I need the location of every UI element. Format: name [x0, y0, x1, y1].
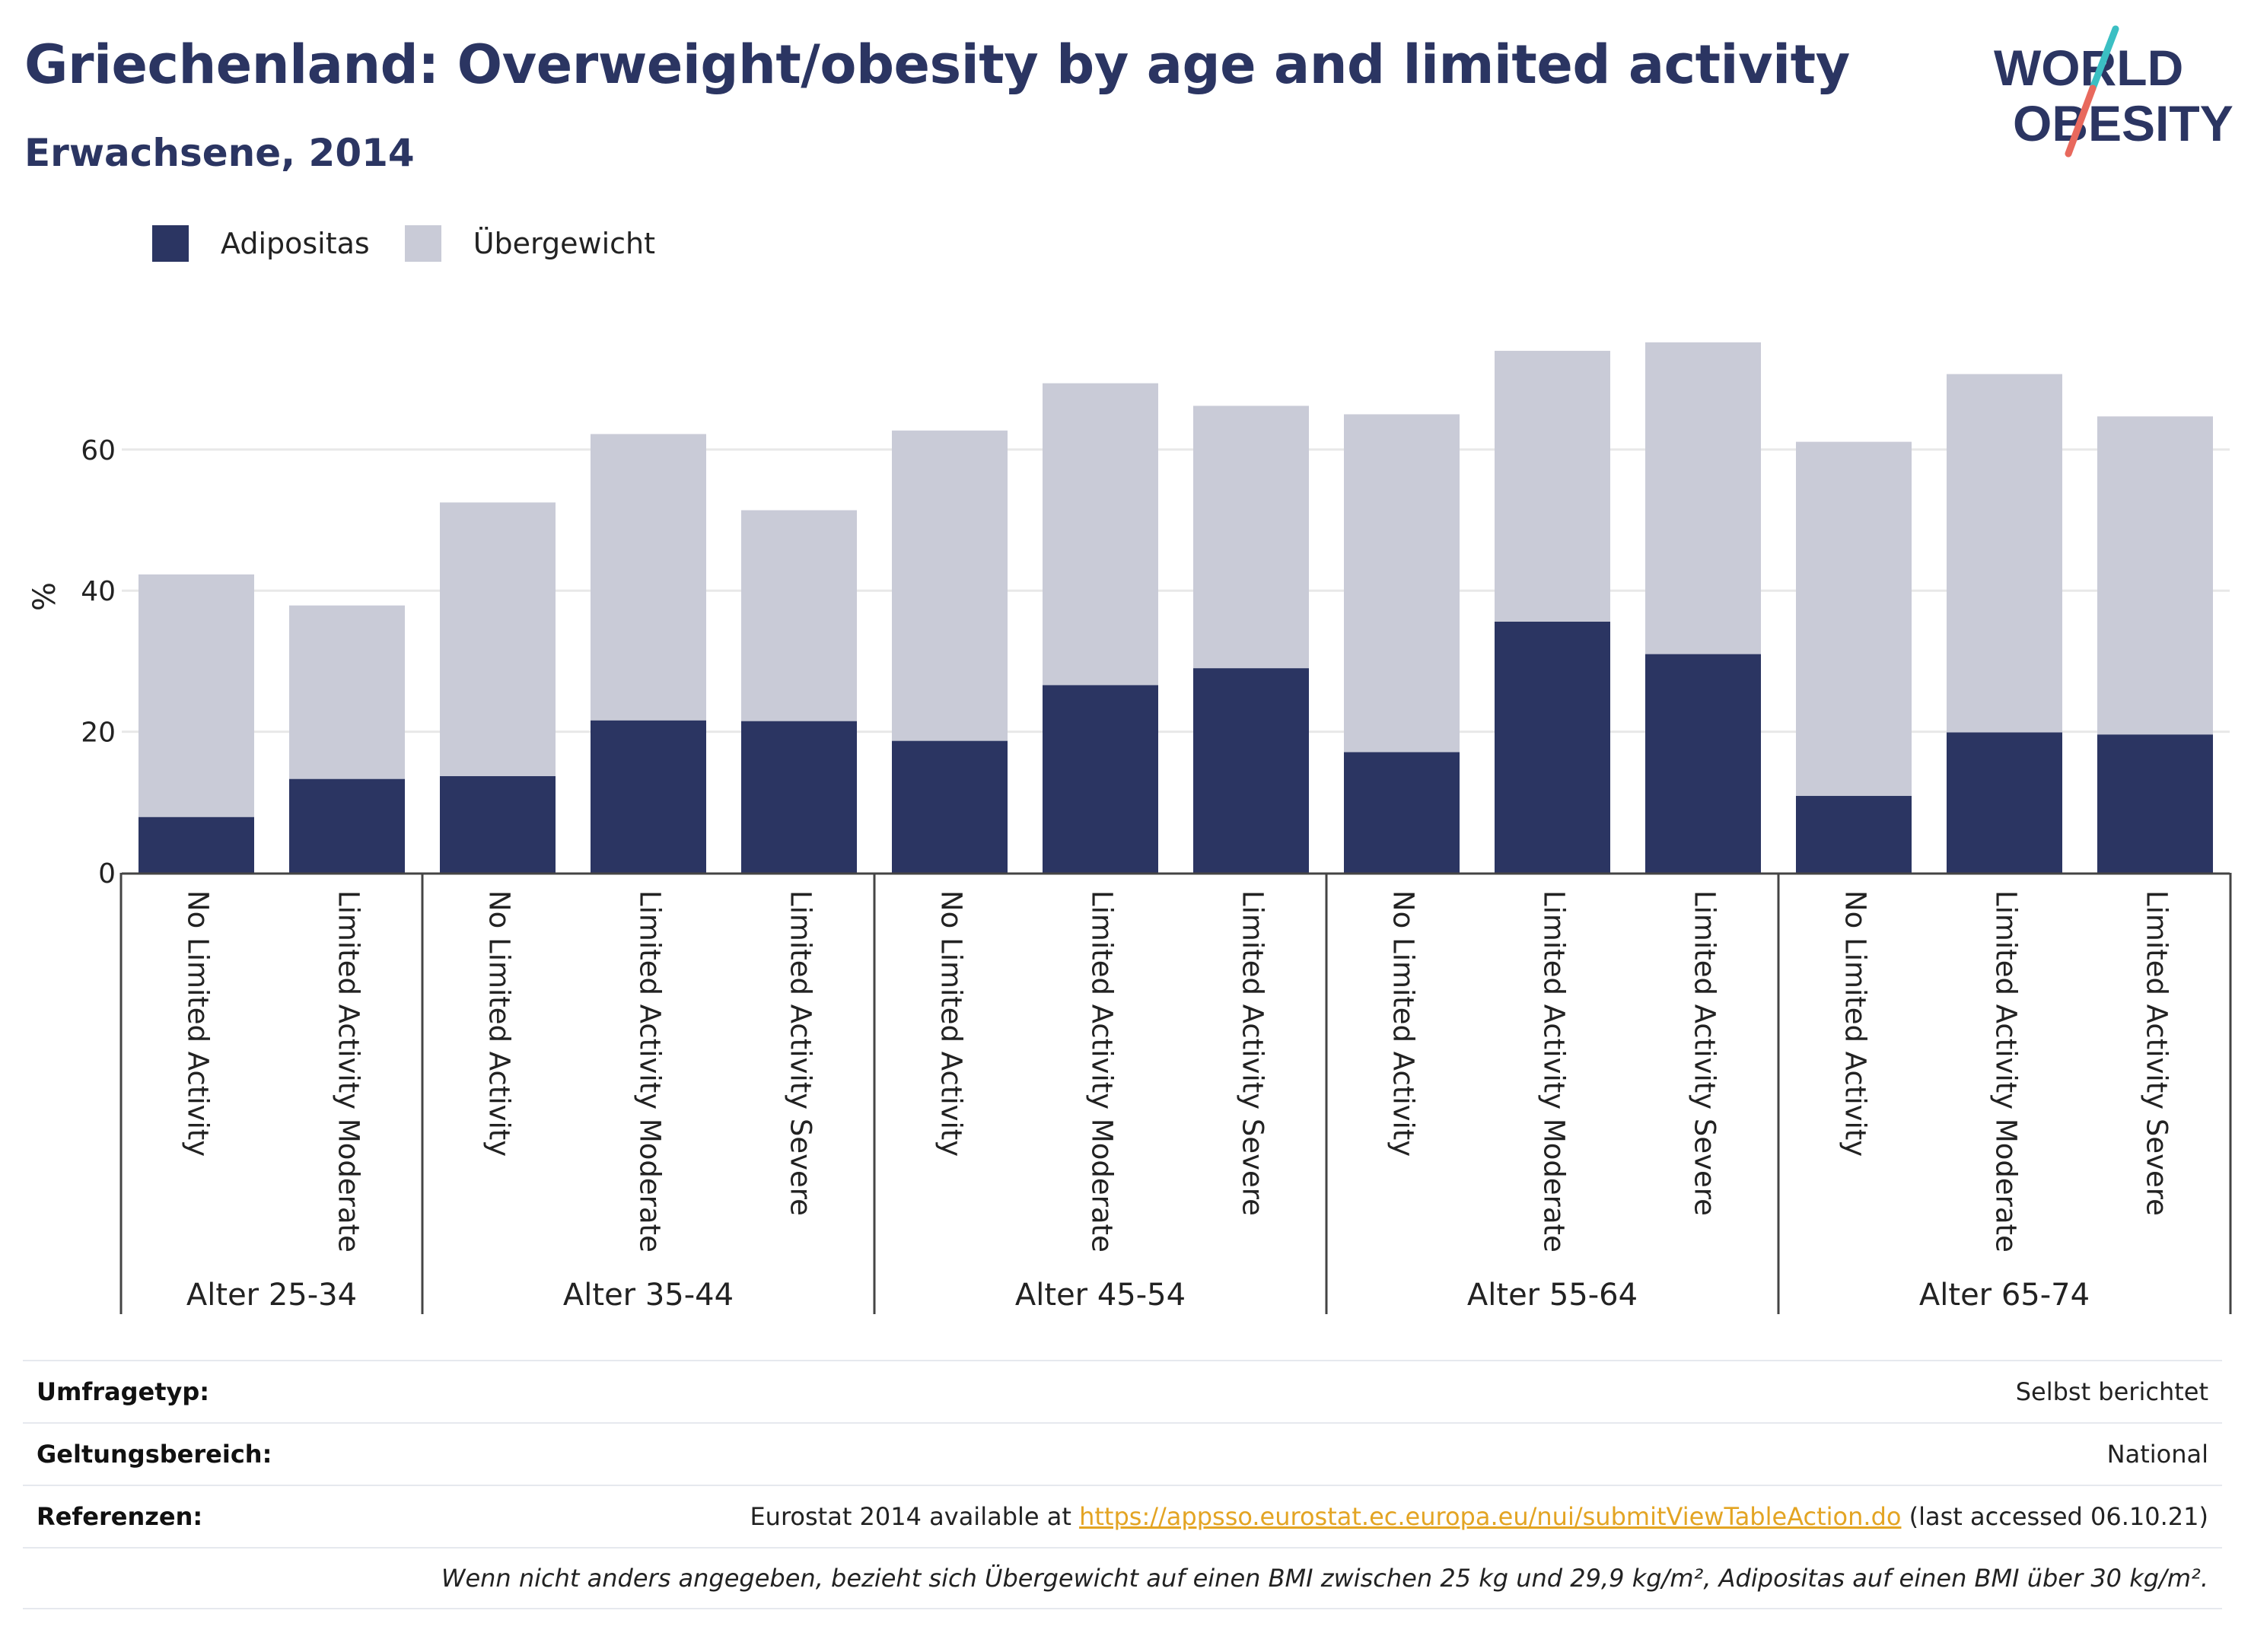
bar-obesity — [741, 721, 857, 873]
chart-subtitle: Erwachsene, 2014 — [24, 131, 415, 175]
x-tick-label: No Limited Activity — [935, 890, 968, 1157]
x-tick-label: No Limited Activity — [1839, 890, 1872, 1157]
x-tick-label: Limited Activity Moderate — [634, 890, 667, 1253]
logo-slash-teal — [2089, 25, 2119, 92]
stacked-bar-chart: 0 20 40 60% No Limited Activity Limited Activ… — [27, 342, 2232, 1314]
bar-overweight — [289, 605, 405, 779]
x-tick-label: Limited Activity Moderate — [333, 890, 365, 1253]
logo-line-obesity: OBESITY — [2013, 95, 2233, 151]
x-tick-label: Limited Activity Severe — [785, 890, 817, 1216]
info-row-references: Referenzen: Eurostat 2014 available at h… — [23, 1485, 2222, 1547]
bar-overweight — [892, 430, 1008, 741]
bar-obesity — [1796, 795, 1912, 873]
bar-obesity — [440, 776, 556, 873]
bmi-definition-note: Wenn nicht anders angegeben, bezieht sic… — [441, 1564, 2208, 1593]
references-value: Eurostat 2014 available at https://appss… — [750, 1502, 2208, 1531]
bar-overweight — [1344, 414, 1460, 753]
bar-overweight — [591, 434, 706, 721]
references-label: Referenzen: — [37, 1502, 203, 1531]
references-prefix: Eurostat 2014 available at — [750, 1502, 1080, 1531]
logo-slash-red — [2065, 84, 2097, 158]
x-tick-label: Limited Activity Moderate — [1538, 890, 1571, 1253]
x-tick-label: Limited Activity Severe — [2141, 890, 2173, 1216]
y-tick-label-0: 0 — [98, 858, 116, 890]
info-row-note: Wenn nicht anders angegeben, bezieht sic… — [23, 1547, 2222, 1609]
y-tick-label-20: 20 — [81, 718, 116, 749]
bar-obesity — [1495, 621, 1610, 873]
bar-obesity — [289, 778, 405, 873]
info-row-coverage: Geltungsbereich: National — [23, 1422, 2222, 1485]
bar-obesity — [1344, 752, 1460, 873]
bar-overweight — [1645, 342, 1761, 654]
survey-type-value: Selbst berichtet — [2015, 1377, 2208, 1406]
x-tick-label: No Limited Activity — [1387, 890, 1420, 1157]
group-label: Alter 45-54 — [1015, 1278, 1186, 1313]
bar-overweight — [440, 502, 556, 777]
info-table: Umfragetyp: Selbst berichtet Geltungsber… — [23, 1360, 2222, 1609]
info-row-survey-type: Umfragetyp: Selbst berichtet — [23, 1360, 2222, 1422]
bar-obesity — [1947, 732, 2062, 873]
bar-overweight — [1043, 383, 1158, 686]
group-label: Alter 65-74 — [1919, 1278, 2090, 1313]
x-tick-label: Limited Activity Moderate — [1086, 890, 1119, 1253]
y-axis-label: % — [27, 582, 62, 611]
x-tick-label: No Limited Activity — [483, 890, 516, 1157]
bar-obesity — [591, 720, 706, 873]
survey-type-label: Umfragetyp: — [37, 1377, 210, 1406]
x-tick-label: No Limited Activity — [182, 890, 215, 1157]
legend-label-obesity: Adipositas — [221, 227, 370, 260]
bar-obesity — [1645, 654, 1761, 873]
bar-obesity — [1193, 668, 1309, 873]
x-tick-label: Limited Activity Moderate — [1990, 890, 2023, 1253]
coverage-label: Geltungsbereich: — [37, 1440, 272, 1469]
legend-label-overweight: Übergewicht — [473, 227, 655, 260]
references-link[interactable]: https://appsso.eurostat.ec.europa.eu/nui… — [1079, 1502, 1902, 1531]
bar-obesity — [2097, 734, 2213, 873]
legend-item-obesity[interactable]: Adipositas — [152, 225, 370, 262]
group-label: Alter 25-34 — [186, 1278, 357, 1313]
x-tick-label: Limited Activity Severe — [1237, 890, 1269, 1216]
legend-item-overweight[interactable]: Übergewicht — [404, 225, 655, 262]
legend-swatch-obesity — [152, 225, 189, 262]
bar-overweight — [138, 574, 254, 817]
coverage-value: National — [2106, 1440, 2208, 1469]
references-suffix: (last accessed 06.10.21) — [1901, 1502, 2208, 1531]
world-obesity-logo: WORLD OBESITY — [1994, 25, 2233, 158]
bar-overweight — [1193, 406, 1309, 669]
bar-obesity — [138, 816, 254, 873]
bar-overweight — [741, 510, 857, 721]
bar-overweight — [2097, 416, 2213, 735]
group-label: Alter 35-44 — [563, 1278, 734, 1313]
y-tick-label-60: 60 — [81, 435, 116, 466]
bar-obesity — [1043, 685, 1158, 873]
bar-obesity — [892, 740, 1008, 873]
bar-overweight — [1947, 374, 2062, 733]
group-label: Alter 55-64 — [1467, 1278, 1638, 1313]
bar-overweight — [1495, 351, 1610, 622]
y-tick-label-40: 40 — [81, 576, 116, 607]
legend-swatch-overweight — [404, 225, 441, 262]
bar-overweight — [1796, 441, 1912, 796]
chart-title: Griechenland: Overweight/obesity by age … — [24, 33, 1850, 96]
x-tick-label: Limited Activity Severe — [1689, 890, 1721, 1216]
logo-line-world: WORLD — [1994, 40, 2183, 96]
chart-legend: Adipositas Übergewicht — [152, 225, 690, 262]
